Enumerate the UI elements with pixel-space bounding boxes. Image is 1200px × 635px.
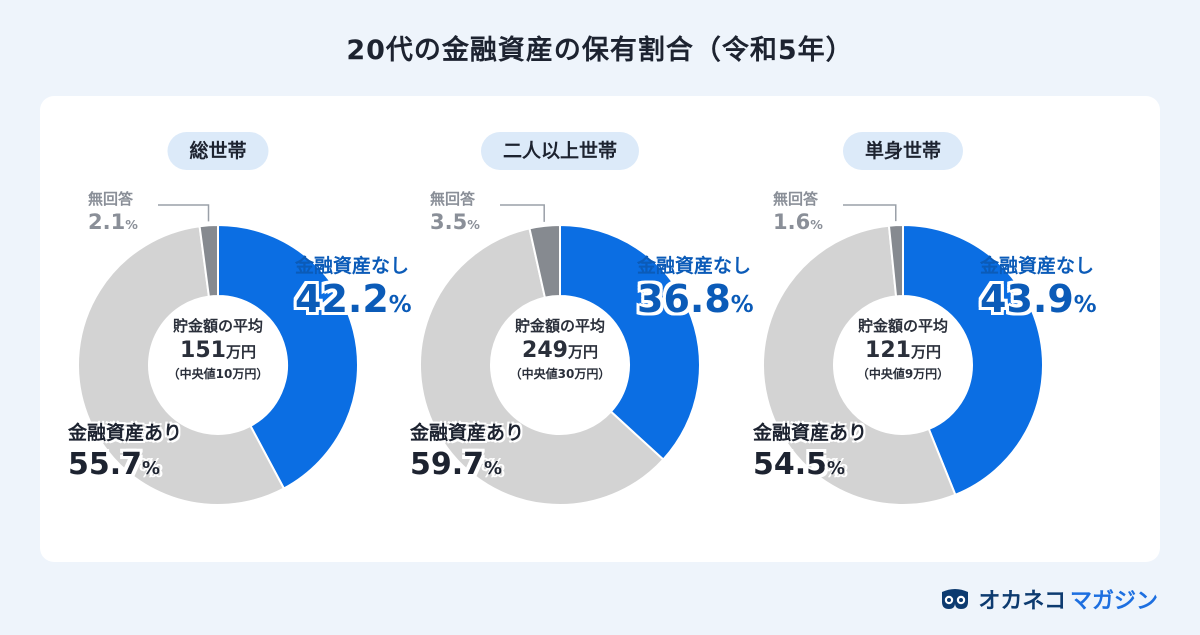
label-no-answer-name: 無回答 bbox=[430, 190, 476, 208]
average-amount: 121万円 bbox=[865, 338, 941, 363]
chart-panel-1: 二人以上世帯 貯金額の平均 249万円 （中央値30万円） 金融資産なし 36.8% 金融資… bbox=[342, 96, 754, 562]
chart-card: 総世帯 貯金額の平均 151万円 （中央値10万円） 金融資産なし 42.2% 金融資産あり… bbox=[40, 96, 1160, 562]
donut-center-summary: 貯金額の平均 249万円 （中央値30万円） bbox=[485, 315, 635, 382]
donut-chart bbox=[77, 204, 359, 506]
label-no-assets-value: 43.9% bbox=[980, 277, 1097, 321]
label-no-assets: 金融資産なし 42.2% bbox=[295, 251, 412, 326]
chart-panel-2: 単身世帯貯金額の平均 121万円 （中央値9万円） 金融資産なし 43.9% 金融資産あり… bbox=[685, 96, 1097, 562]
label-no-answer: 無回答 1.6% bbox=[773, 188, 823, 238]
label-has-assets-name: 金融資産あり bbox=[410, 422, 525, 444]
label-no-assets-name: 金融資産なし bbox=[980, 255, 1095, 277]
label-no-answer-value: 1.6% bbox=[773, 210, 823, 234]
label-no-answer: 無回答 2.1% bbox=[88, 188, 138, 238]
average-label: 貯金額の平均 bbox=[172, 317, 263, 335]
label-no-answer-value: 2.1% bbox=[88, 210, 138, 234]
brand-name-part2: マガジン bbox=[1069, 589, 1158, 614]
slice-no-assets bbox=[559, 223, 701, 461]
label-no-assets: 金融資産なし 43.9% bbox=[980, 251, 1097, 326]
label-has-assets-value: 59.7% bbox=[410, 447, 503, 482]
label-no-answer: 無回答 3.5% bbox=[430, 188, 480, 238]
chart-title-pill: 二人以上世帯 bbox=[480, 132, 640, 170]
average-amount: 151万円 bbox=[180, 338, 256, 363]
chart-title-pill: 総世帯 bbox=[167, 132, 269, 170]
label-no-assets-name: 金融資産なし bbox=[637, 255, 752, 277]
slice-no-answer bbox=[528, 223, 561, 299]
label-has-assets-value: 54.5% bbox=[753, 447, 846, 482]
label-no-answer-name: 無回答 bbox=[88, 190, 134, 208]
average-amount: 249万円 bbox=[522, 338, 598, 363]
label-no-assets-value: 42.2% bbox=[295, 277, 412, 321]
page-title: 20代の金融資産の保有割合（令和5年） bbox=[346, 35, 854, 66]
slice-no-answer bbox=[198, 223, 219, 298]
slice-has-assets bbox=[419, 227, 665, 506]
no-answer-leader-line bbox=[843, 204, 897, 222]
label-has-assets-value: 55.7% bbox=[68, 447, 161, 482]
no-answer-leader-line bbox=[500, 204, 545, 222]
average-label: 貯金額の平均 bbox=[857, 317, 948, 335]
slice-has-assets bbox=[77, 225, 286, 506]
brand-logo: オカネコ マガジン bbox=[940, 583, 1158, 615]
label-no-assets: 金融資産なし 36.8% bbox=[637, 251, 754, 326]
median-note: （中央値30万円） bbox=[509, 367, 611, 381]
brand-name-part1: オカネコ bbox=[978, 589, 1066, 614]
donut-center-summary: 貯金額の平均 151万円 （中央値10万円） bbox=[143, 315, 293, 382]
label-has-assets-name: 金融資産あり bbox=[753, 422, 868, 444]
label-has-assets: 金融資産あり 59.7% bbox=[410, 418, 524, 489]
median-note: （中央値9万円） bbox=[856, 367, 950, 381]
label-has-assets-name: 金融資産あり bbox=[68, 422, 183, 444]
label-has-assets: 金融資産あり 55.7% bbox=[68, 418, 182, 489]
label-has-assets: 金融資産あり 54.5% bbox=[753, 418, 867, 489]
label-no-assets-value: 36.8% bbox=[637, 277, 754, 321]
owl-logo-icon bbox=[942, 589, 969, 609]
median-note: （中央値10万円） bbox=[167, 367, 269, 381]
slice-no-assets bbox=[902, 223, 1044, 497]
slice-no-assets bbox=[217, 223, 359, 490]
donut-chart bbox=[419, 204, 701, 506]
slice-has-assets bbox=[761, 224, 957, 506]
average-label: 貯金額の平均 bbox=[514, 317, 605, 335]
slice-no-answer bbox=[887, 223, 904, 298]
donut-center-summary: 貯金額の平均 121万円 （中央値9万円） bbox=[828, 315, 978, 382]
chart-title-pill: 単身世帯 bbox=[842, 132, 964, 170]
donut-chart bbox=[761, 204, 1044, 506]
label-no-answer-value: 3.5% bbox=[430, 210, 480, 234]
chart-panel-0: 総世帯貯金額の平均 151万円 （中央値10万円） 金融資産なし 42.2% 金融資産あり… bbox=[0, 96, 412, 562]
label-no-assets-name: 金融資産なし bbox=[295, 255, 410, 277]
label-no-answer-name: 無回答 bbox=[773, 190, 819, 208]
no-answer-leader-line bbox=[158, 204, 210, 222]
